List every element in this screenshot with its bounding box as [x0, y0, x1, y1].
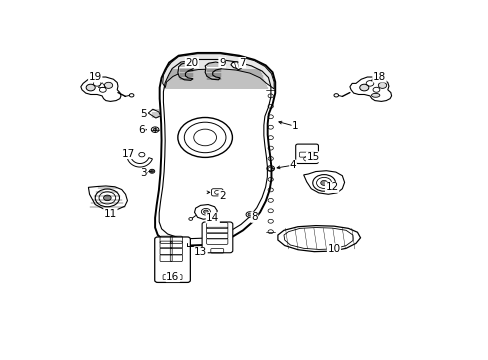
Text: 13: 13: [194, 247, 207, 257]
Text: 5: 5: [140, 109, 147, 119]
Circle shape: [378, 82, 386, 89]
Text: 10: 10: [327, 244, 340, 254]
Circle shape: [203, 210, 208, 213]
Text: 1: 1: [291, 121, 298, 131]
Text: 16: 16: [166, 271, 179, 282]
Text: 11: 11: [103, 209, 117, 219]
Polygon shape: [148, 109, 160, 118]
Circle shape: [104, 82, 112, 89]
Text: 8: 8: [250, 212, 257, 222]
Text: 9: 9: [219, 58, 225, 68]
Ellipse shape: [371, 93, 379, 97]
Text: 14: 14: [205, 213, 219, 223]
Circle shape: [103, 195, 111, 201]
Polygon shape: [303, 171, 344, 194]
Polygon shape: [127, 158, 152, 167]
Circle shape: [129, 94, 134, 97]
Polygon shape: [163, 54, 274, 89]
Text: 2: 2: [219, 191, 225, 201]
Polygon shape: [205, 62, 223, 80]
Polygon shape: [230, 62, 242, 70]
FancyBboxPatch shape: [154, 237, 190, 283]
Circle shape: [320, 180, 327, 185]
Circle shape: [86, 84, 95, 91]
Text: 7: 7: [239, 58, 245, 68]
Polygon shape: [178, 63, 194, 80]
Text: 19: 19: [88, 72, 102, 82]
Polygon shape: [155, 53, 275, 246]
FancyBboxPatch shape: [295, 144, 318, 163]
Polygon shape: [194, 204, 217, 219]
Circle shape: [245, 212, 253, 217]
Text: 15: 15: [306, 152, 319, 162]
Circle shape: [247, 213, 251, 216]
FancyBboxPatch shape: [202, 222, 232, 253]
Circle shape: [359, 84, 368, 91]
Text: 17: 17: [122, 149, 135, 158]
Circle shape: [188, 217, 192, 220]
Text: 4: 4: [289, 160, 296, 170]
Text: 20: 20: [185, 58, 198, 68]
Circle shape: [149, 169, 154, 173]
Polygon shape: [277, 226, 360, 252]
Circle shape: [333, 94, 338, 97]
Circle shape: [151, 127, 159, 132]
Text: 3: 3: [140, 168, 147, 179]
Circle shape: [150, 170, 153, 172]
Polygon shape: [81, 77, 121, 102]
Text: 6: 6: [138, 125, 145, 135]
Polygon shape: [349, 77, 391, 102]
Circle shape: [153, 128, 157, 131]
Text: 18: 18: [372, 72, 386, 82]
Text: 12: 12: [325, 183, 338, 192]
Polygon shape: [88, 186, 127, 210]
